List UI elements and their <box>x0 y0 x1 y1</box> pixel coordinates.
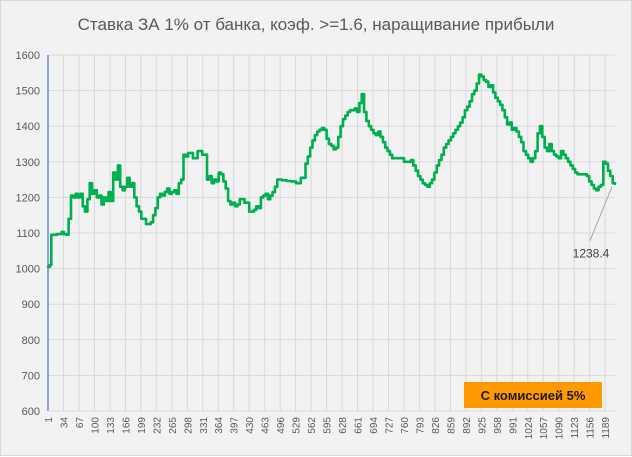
series-line <box>46 73 617 269</box>
y-tick-label: 1000 <box>16 264 40 276</box>
x-tick-label: 100 <box>90 417 101 434</box>
y-tick-label: 1200 <box>16 192 40 204</box>
y-tick-label: 1500 <box>16 86 40 98</box>
y-tick-label: 700 <box>22 370 40 382</box>
x-tick-label: 727 <box>384 417 395 434</box>
x-tick-label: 562 <box>307 417 318 434</box>
callout-leader-line <box>589 186 613 241</box>
chart-title: Ставка ЗА 1% от банка, коэф. >=1.6, нара… <box>77 15 555 34</box>
x-tick-label: 232 <box>152 417 163 434</box>
x-tick-label: 430 <box>245 417 256 434</box>
x-tick-label: 265 <box>168 417 179 434</box>
x-tick-label: 1057 <box>539 417 550 440</box>
x-tick-label: 1189 <box>601 417 612 439</box>
y-tick-label: 900 <box>22 299 40 311</box>
final-value-label: 1238.4 <box>573 247 610 261</box>
y-tick-label: 1100 <box>16 228 40 240</box>
x-tick-label: 1024 <box>524 417 535 440</box>
x-tick-label: 595 <box>323 417 334 434</box>
x-tick-label: 1156 <box>586 417 597 439</box>
y-tick-label: 800 <box>22 335 40 347</box>
commission-badge: С комиссией 5% <box>464 382 602 408</box>
x-tick-label: 826 <box>431 417 442 434</box>
x-tick-label: 34 <box>59 417 70 429</box>
x-tick-label: 793 <box>415 417 426 434</box>
x-tick-label: 694 <box>369 417 380 434</box>
x-tick-label: 1123 <box>570 417 581 439</box>
x-tick-label: 859 <box>446 417 457 434</box>
x-tick-label: 463 <box>261 417 272 434</box>
x-tick-label: 991 <box>508 417 519 434</box>
x-tick-label: 133 <box>106 417 117 434</box>
x-tick-label: 298 <box>183 417 194 434</box>
x-tick-label: 496 <box>276 417 287 434</box>
x-tick-label: 67 <box>75 417 86 429</box>
y-tick-label: 1300 <box>16 157 40 169</box>
x-tick-label: 760 <box>400 417 411 434</box>
x-tick-label: 925 <box>477 417 488 434</box>
x-tick-label: 199 <box>137 417 148 434</box>
y-tick-label: 600 <box>22 406 40 418</box>
x-tick-label: 892 <box>462 417 473 434</box>
y-tick-label: 1400 <box>16 121 40 133</box>
x-tick-label: 661 <box>354 417 365 434</box>
x-tick-label: 397 <box>230 417 241 434</box>
x-tick-label: 958 <box>493 417 504 434</box>
x-tick-label: 364 <box>214 417 225 434</box>
x-tick-label: 529 <box>292 417 303 434</box>
x-tick-label: 628 <box>338 417 349 434</box>
x-tick-label: 1090 <box>555 417 566 440</box>
x-tick-label: 166 <box>121 417 132 434</box>
y-tick-label: 1600 <box>16 50 40 62</box>
x-tick-label: 331 <box>199 417 210 434</box>
x-tick-label: 1 <box>44 417 55 423</box>
